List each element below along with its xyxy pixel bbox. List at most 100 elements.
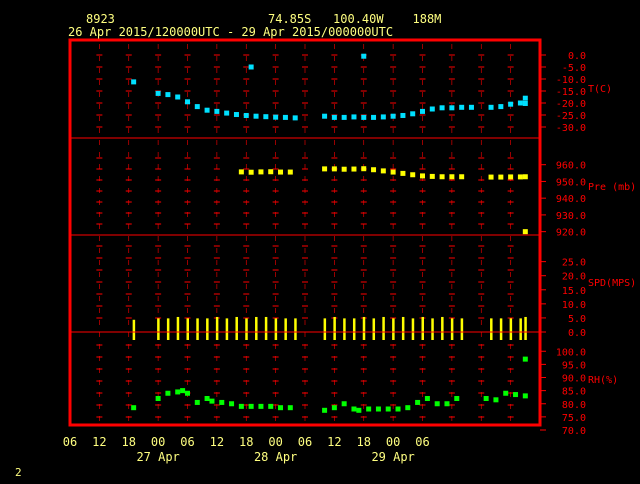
temperature-point — [292, 115, 298, 121]
rh-point — [434, 401, 440, 407]
rh-point — [522, 393, 528, 399]
station-id: 8923 — [86, 12, 115, 26]
temperature-point — [185, 99, 190, 105]
wind-bar — [362, 316, 366, 340]
y-tick-label: 95.0 — [562, 360, 586, 371]
panel-label-temperature: T(C) — [588, 84, 612, 95]
rh-point — [415, 399, 421, 405]
rh-point — [278, 405, 284, 411]
temperature-point — [361, 114, 367, 120]
rh-point — [351, 406, 357, 412]
y-tick-label: 15.0 — [562, 286, 586, 297]
rh-point — [331, 405, 337, 411]
rh-point — [238, 403, 244, 409]
temperature-point — [165, 92, 171, 98]
x-tick-label: 12 — [92, 435, 106, 449]
temperature-point — [263, 114, 269, 120]
rh-point — [131, 405, 137, 411]
pressure-point — [522, 174, 528, 180]
pressure-point — [522, 229, 528, 235]
x-tick-label: 18 — [122, 435, 136, 449]
wind-bar — [245, 318, 248, 340]
temperature-point — [488, 104, 494, 110]
temperature-point — [371, 114, 377, 120]
x-tick-label: 12 — [210, 435, 224, 449]
pressure-point — [341, 166, 347, 172]
grid — [96, 44, 514, 421]
wind-bar — [372, 318, 376, 340]
pressure-point — [361, 166, 367, 172]
wind-bar — [524, 316, 527, 340]
wind-bar — [235, 316, 238, 340]
temperature-point — [243, 112, 249, 118]
pressure-point — [498, 174, 504, 180]
temperature-point — [331, 114, 337, 120]
rh-point — [185, 390, 190, 396]
y-tick-label: 960.0 — [556, 161, 586, 172]
wind-bar — [323, 318, 327, 340]
rh-point — [375, 406, 381, 412]
y-tick-label: 70.0 — [562, 426, 586, 437]
wind-bar — [421, 316, 424, 340]
rh-point — [513, 392, 519, 398]
wind-bar — [255, 316, 258, 340]
rh-point — [493, 397, 499, 403]
wind-bar — [352, 318, 356, 340]
temperature-point — [439, 105, 445, 111]
pressure-point — [258, 169, 264, 175]
temperature-point — [224, 110, 230, 116]
rh-point — [405, 405, 411, 411]
temperature-point — [322, 113, 328, 119]
temperature-point — [361, 53, 367, 59]
rh-point — [209, 398, 215, 404]
pressure-point — [449, 174, 455, 180]
y-tick-label: 90.0 — [562, 374, 586, 385]
y-tick-label: -20.0 — [556, 99, 586, 110]
rh-point — [322, 407, 328, 413]
temperature-point — [282, 114, 288, 120]
page-number: 2 — [15, 466, 22, 479]
rh-point — [522, 356, 528, 362]
rh-point — [229, 401, 235, 407]
y-tick-label: -10.0 — [556, 75, 586, 86]
y-tick-label: 940.0 — [556, 194, 586, 205]
pressure-point — [287, 169, 293, 175]
wind-bar — [499, 318, 503, 340]
wind-bar — [509, 318, 513, 340]
wind-bar — [460, 318, 464, 340]
rh-point — [268, 403, 274, 409]
rh-point — [194, 399, 200, 405]
y-tick-label: 20.0 — [562, 272, 586, 283]
pressure-point — [331, 166, 337, 172]
pressure-point — [488, 174, 494, 180]
temperature-point — [410, 111, 416, 117]
wind-bar — [450, 318, 454, 340]
rh-point — [503, 390, 509, 396]
y-tick-label: 920.0 — [556, 228, 586, 239]
x-date-label: 27 Apr — [136, 450, 179, 464]
temperature-point — [214, 108, 220, 114]
rh-point — [287, 405, 293, 411]
temperature-point — [459, 104, 465, 110]
pressure-point — [322, 166, 328, 172]
y-tick-label: 75.0 — [562, 413, 586, 424]
wind-bar — [196, 318, 199, 340]
wind-bar — [343, 318, 346, 340]
rh-point — [454, 396, 460, 401]
temperature-point — [400, 112, 406, 118]
x-tick-label: 18 — [239, 435, 253, 449]
y-tick-label: -30.0 — [556, 123, 586, 134]
wind-bar — [215, 316, 219, 340]
temperature-point — [194, 104, 200, 110]
y-tick-label: 10.0 — [562, 300, 586, 311]
pressure-point — [420, 173, 425, 179]
pressure-point — [429, 173, 435, 179]
wind-bar — [401, 316, 405, 340]
y-tick-label: 25.0 — [562, 258, 586, 269]
rh-point — [165, 390, 171, 396]
wind-bar — [490, 318, 493, 340]
wind-bar — [186, 318, 189, 340]
rh-point — [219, 399, 225, 405]
wind-bar — [264, 316, 268, 340]
